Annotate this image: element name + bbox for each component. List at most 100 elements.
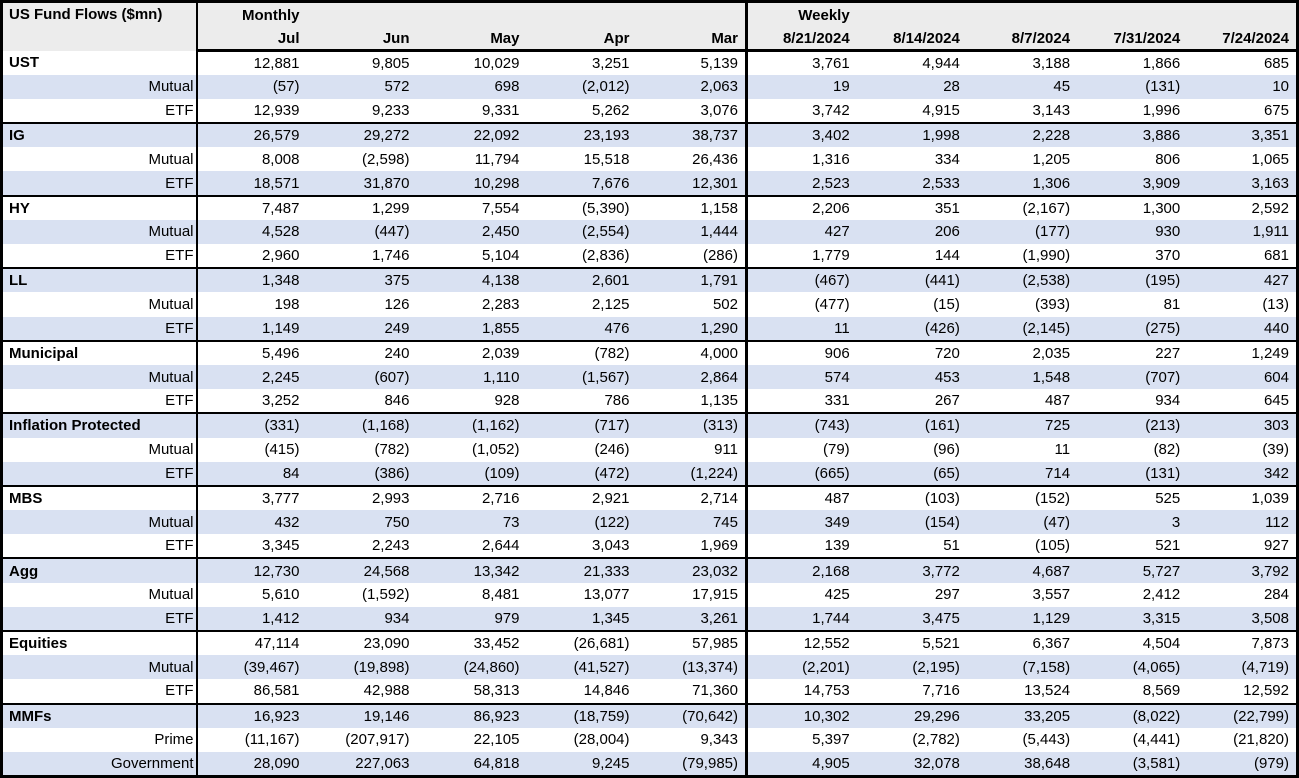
table-row: Mutual 198 126 2,283 2,125 502 (477) (15) (393) 8… [1,292,1298,317]
table-row: ETF 1,412 934 979 1,345 3,261 1,744 3,475 1,129 3… [1,606,1298,631]
value-cell: (441) [856,267,967,293]
value-cell: 7,716 [922,682,960,700]
table-row: Equities 47,114 23,090 33,452 (26,681) 57,985… [1,629,1298,656]
header-spacer [1077,1,1188,27]
value-cell: 725 [966,412,1078,438]
value-cell: 3,402 [746,122,857,148]
value-cell: 930 [1077,219,1188,244]
table-row: Government 28,090 227,063 64,818 9,245 (79,98… [1,751,1298,777]
value-cell: (105) [1035,537,1071,555]
value-cell: 23,193 [526,122,637,148]
value-cell: 4,687 [966,557,1078,583]
value-cell: 58,313 [473,682,520,700]
value-cell: (3,581) [1077,751,1188,777]
value-cell: 3,792 [1187,557,1298,583]
value-cell: 10,302 [746,702,857,728]
value-cell: 29,272 [306,122,417,148]
value-cell: 303 [1187,412,1298,438]
table-row: Prime (11,167) (207,917) 22,105 (28,004) 9,34… [1,727,1298,752]
value-cell: 1,300 [1077,194,1188,220]
row-label: Mutual [1,655,198,680]
value-cell: 2,716 [416,484,527,511]
value-cell: (131) [1077,74,1188,99]
value-cell: 3,345 [261,537,300,555]
header-spacer [966,1,1078,27]
value-cell: (2,201) [746,655,857,680]
row-label: Prime [1,727,198,752]
value-cell: 26,436 [636,147,748,172]
value-cell: 2,245 [196,364,307,390]
value-cell: (2,145) [966,316,1078,341]
group-label: Inflation Protected [1,412,198,438]
table-row: LL 1,348 375 4,138 2,601 1,791 (467) (441) (2,53… [1,267,1298,293]
value-cell: 38,737 [636,122,748,148]
row-label: Mutual [1,219,198,244]
value-cell: (39) [1262,441,1289,459]
value-cell: (70,642) [636,702,748,728]
value-cell: (154) [856,510,967,535]
value-cell: 2,993 [306,484,417,511]
value-cell: 487 [1045,392,1071,410]
group-label: MMFs [1,702,198,728]
column-header-month: Apr [526,27,637,52]
value-cell: 574 [746,364,857,390]
value-cell: (246) [594,441,630,459]
value-cell: 11 [1054,441,1071,459]
row-label: Mutual [1,437,198,462]
value-cell: 1,996 [1142,101,1181,119]
value-cell: 2,644 [481,537,520,555]
value-cell: (19,898) [306,655,417,680]
value-cell: 15,518 [583,150,630,168]
table-row: ETF 86,581 42,988 58,313 14,846 71,360 14,753 7… [1,679,1298,704]
value-cell: 12,592 [1243,682,1289,700]
value-cell: 8,569 [1142,682,1181,700]
row-label: Mutual [1,364,198,390]
value-cell: 12,730 [196,557,307,583]
row-label: ETF [1,534,198,559]
value-cell: 806 [1155,150,1181,168]
value-cell: (4,441) [1132,731,1181,749]
group-label: IG [1,122,198,148]
value-cell: 12,301 [636,171,748,196]
table-row: Mutual (57) 572 698 (2,012) 2,063 19 28 45 (131) 1… [1,74,1298,99]
value-cell: 714 [966,461,1078,486]
value-cell: 45 [966,74,1078,99]
value-cell: (21,820) [1233,731,1289,749]
value-cell: 81 [1163,295,1181,313]
value-cell: 9,343 [636,727,748,752]
value-cell: 1,306 [966,171,1078,196]
value-cell: 979 [416,606,527,631]
value-cell: 10,298 [416,171,527,196]
value-cell: 1,135 [636,389,748,414]
value-cell: (13) [1262,295,1289,313]
value-cell: (24,860) [416,655,527,680]
header-spacer [636,1,748,27]
value-cell: 720 [856,339,967,365]
value-cell: 934 [306,606,417,631]
value-cell: 453 [856,364,967,390]
value-cell: 3,777 [196,484,307,511]
value-cell: (426) [856,316,967,341]
value-cell: (1,224) [636,461,748,486]
value-cell: 425 [824,586,850,604]
value-cell: 14,846 [583,682,630,700]
value-cell: 86,923 [416,702,527,728]
value-cell: (131) [1077,461,1188,486]
value-cell: 2,283 [481,295,520,313]
value-cell: 1,110 [416,364,527,390]
value-cell: 1,158 [636,194,748,220]
value-cell: (79,985) [636,751,748,777]
value-cell: 206 [856,219,967,244]
table-row: HY 7,487 1,299 7,554 (5,390) 1,158 2,206 351 (2,… [1,194,1298,220]
value-cell: 3,761 [812,54,850,72]
value-cell: 12,552 [746,629,857,656]
value-cell: 2,412 [1142,586,1181,604]
row-label: ETF [1,461,198,486]
value-cell: 19,146 [306,702,417,728]
value-cell: (8,022) [1077,702,1188,728]
row-label: ETF [1,679,198,704]
value-cell: 1,345 [526,606,637,631]
value-cell: 3,886 [1077,122,1188,148]
value-cell: 3,261 [636,606,748,631]
value-cell: 2,243 [371,537,410,555]
